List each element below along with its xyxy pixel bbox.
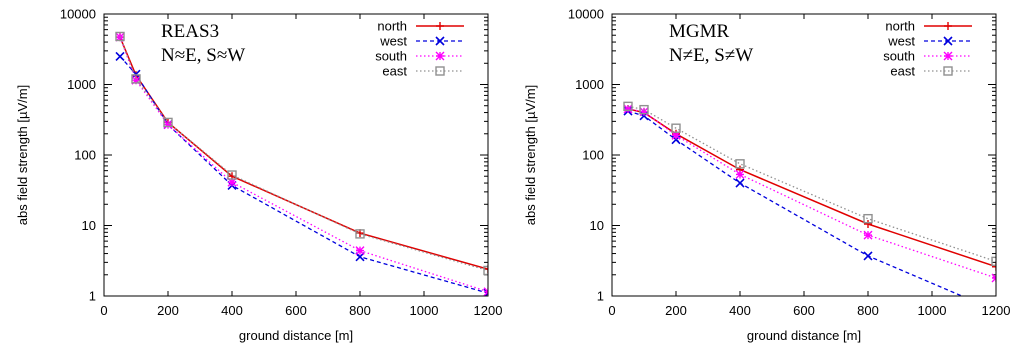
data-point-east xyxy=(991,256,996,267)
legend-label-north: north xyxy=(377,19,407,34)
data-point-east xyxy=(115,31,125,42)
data-point-north xyxy=(864,220,872,229)
y-tick-label: 100 xyxy=(74,148,96,163)
legend-marker-west xyxy=(943,36,953,46)
legend-marker-north xyxy=(944,22,952,30)
x-tick-label: 1200 xyxy=(982,303,1011,318)
data-point-east xyxy=(623,101,633,112)
series-line-east xyxy=(627,105,996,263)
chart-right: 0 200 400 600 800 1000 1200 1 10 100 1000 10000 grou… xyxy=(523,7,1010,344)
x-tick-label: 200 xyxy=(157,303,179,318)
legend-marker-south xyxy=(435,51,445,61)
legend-label-east: east xyxy=(890,64,915,79)
data-point-east xyxy=(355,229,365,239)
data-point-east xyxy=(639,104,649,115)
y-tick-label: 1000 xyxy=(575,77,604,92)
x-tick-label: 600 xyxy=(793,303,815,318)
x-tick-label: 400 xyxy=(729,303,751,318)
x-axis-label: ground distance [m] xyxy=(747,328,861,343)
y-tick-label: 10 xyxy=(82,218,96,233)
legend-label-north: north xyxy=(885,19,915,34)
series-line-west xyxy=(627,110,964,296)
legend-label-east: east xyxy=(382,64,407,79)
annotation-0: MGMR xyxy=(669,21,730,42)
data-point-west xyxy=(735,178,745,188)
x-tick-label: 1200 xyxy=(474,303,503,318)
x-axis-label: ground distance [m] xyxy=(239,328,353,343)
y-tick-label: 10000 xyxy=(60,7,96,22)
annotation-0: REAS3 xyxy=(161,21,219,42)
data-point-east xyxy=(227,170,237,180)
y-tick-label: 10000 xyxy=(568,7,604,22)
plot-frame xyxy=(611,13,997,297)
data-point-west xyxy=(115,51,125,62)
data-point-east xyxy=(735,159,745,169)
series-line-west xyxy=(119,55,488,294)
x-tick-label: 0 xyxy=(608,303,615,318)
y-axis-label: abs field strength [µV/m] xyxy=(523,85,538,225)
data-point-south xyxy=(863,230,873,240)
data-point-west xyxy=(671,135,681,145)
data-point-east xyxy=(163,117,173,128)
data-point-east xyxy=(131,74,141,84)
y-tick-label: 1 xyxy=(597,289,604,304)
y-tick-label: 10 xyxy=(590,218,604,233)
x-tick-label: 1000 xyxy=(410,303,439,318)
series-group xyxy=(623,101,996,296)
legend-label-south: south xyxy=(883,49,915,64)
x-tick-label: 600 xyxy=(285,303,307,318)
series-line-north xyxy=(119,36,488,270)
legend-marker-east xyxy=(943,66,953,76)
data-point-east xyxy=(863,213,873,224)
data-point-south xyxy=(735,169,745,179)
legend-label-west: west xyxy=(887,34,915,49)
series-line-south xyxy=(627,108,996,279)
y-axis-label: abs field strength [µV/m] xyxy=(15,85,30,225)
x-tick-label: 800 xyxy=(349,303,371,318)
data-point-south xyxy=(163,120,173,130)
data-point-north xyxy=(992,262,996,271)
data-point-south xyxy=(131,75,141,85)
y-tick-label: 1000 xyxy=(67,77,96,92)
legend-label-south: south xyxy=(375,49,407,64)
series-group xyxy=(115,31,488,296)
x-tick-label: 1000 xyxy=(918,303,947,318)
data-point-east xyxy=(671,123,681,133)
series-line-north xyxy=(627,108,996,268)
annotation-1: N≠E, S≠W xyxy=(669,45,753,66)
chart-left: 0 200 400 600 800 1000 1200 1 10 100 1000 10000 grou… xyxy=(15,7,502,344)
data-point-south xyxy=(671,130,681,140)
x-tick-label: 0 xyxy=(100,303,107,318)
legend-label-west: west xyxy=(379,34,407,49)
x-tick-label: 400 xyxy=(221,303,243,318)
y-tick-label: 100 xyxy=(582,148,604,163)
legend-marker-south xyxy=(943,51,953,61)
annotation-1: N≈E, S≈W xyxy=(161,45,245,66)
plot-frame xyxy=(103,13,489,297)
legend-marker-north xyxy=(436,22,444,30)
series-line-east xyxy=(119,36,488,272)
data-point-east xyxy=(483,265,488,276)
data-point-south xyxy=(639,107,649,117)
x-tick-label: 200 xyxy=(665,303,687,318)
data-point-west xyxy=(863,251,873,261)
data-point-south xyxy=(355,246,365,256)
legend-marker-east xyxy=(435,66,445,76)
data-point-south xyxy=(623,104,633,114)
x-tick-label: 800 xyxy=(857,303,879,318)
data-point-south xyxy=(227,177,237,187)
legend-marker-west xyxy=(435,36,445,46)
y-tick-label: 1 xyxy=(89,289,96,304)
